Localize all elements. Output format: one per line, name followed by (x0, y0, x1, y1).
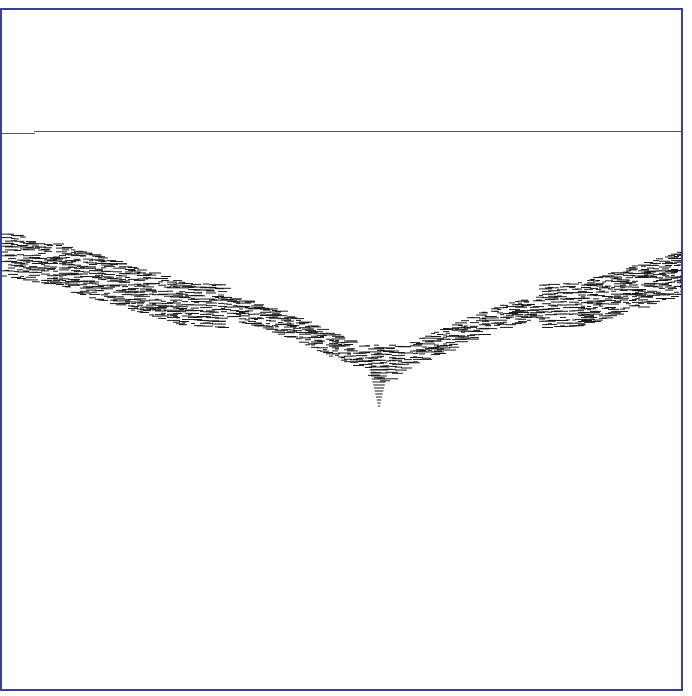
fractal-dash-group (2, 233, 681, 407)
canvas-frame (0, 8, 683, 691)
horizontal-rule-stub (2, 133, 35, 134)
fractal-pattern (2, 233, 681, 407)
horizontal-rule (34, 131, 681, 132)
